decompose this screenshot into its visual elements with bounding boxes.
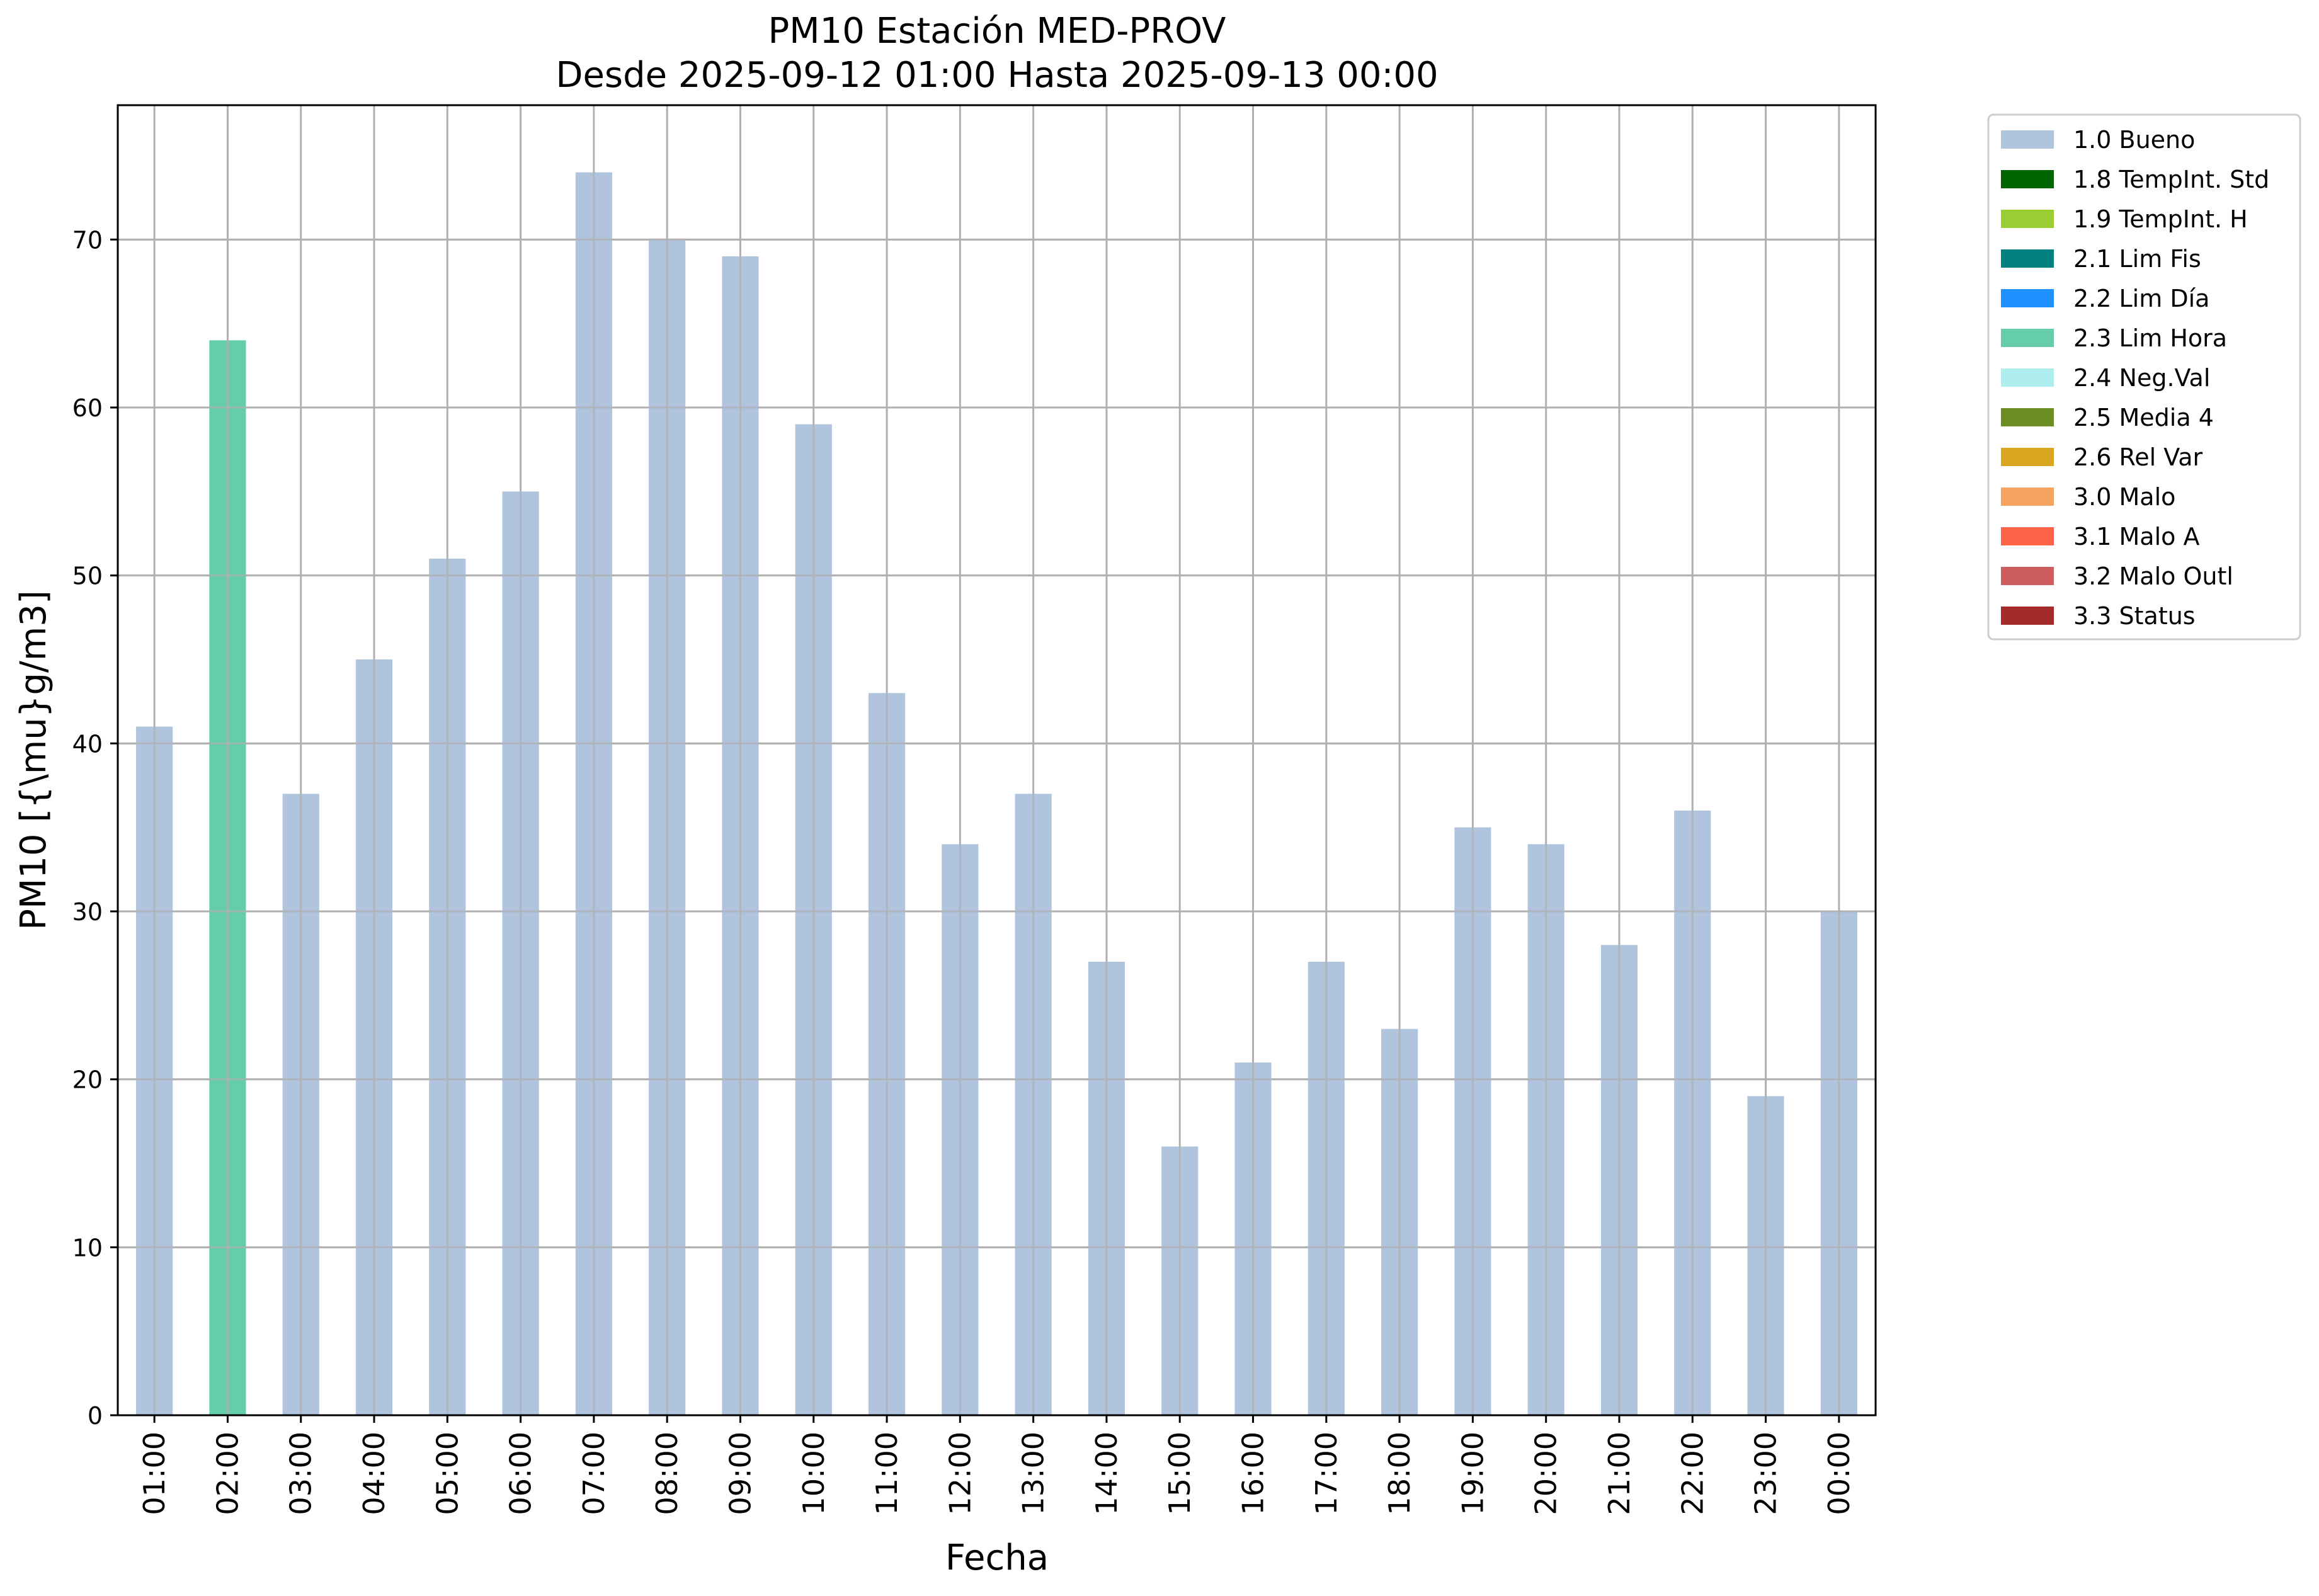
legend-swatch — [2001, 289, 2054, 307]
legend-label: 2.6 Rel Var — [2073, 443, 2203, 471]
legend-label: 1.8 TempInt. Std — [2073, 166, 2269, 193]
y-tick-label: 20 — [72, 1066, 103, 1094]
legend-swatch — [2001, 329, 2054, 347]
legend-swatch — [2001, 448, 2054, 466]
x-tick-label: 13:00 — [1017, 1432, 1051, 1515]
legend-label: 1.9 TempInt. H — [2073, 205, 2248, 233]
x-tick-label: 00:00 — [1822, 1432, 1856, 1515]
y-tick-label: 50 — [72, 562, 103, 590]
legend-label: 2.5 Media 4 — [2073, 404, 2214, 431]
x-tick-label: 20:00 — [1529, 1432, 1563, 1515]
y-tick-label: 30 — [72, 898, 103, 926]
x-tick-label: 16:00 — [1236, 1432, 1270, 1515]
x-tick-label: 03:00 — [284, 1432, 318, 1515]
legend-swatch — [2001, 487, 2054, 506]
bars-group — [118, 172, 1876, 1416]
x-tick-label: 22:00 — [1675, 1432, 1709, 1515]
x-tick-label: 18:00 — [1382, 1432, 1416, 1515]
plot-frame — [117, 104, 1877, 1416]
legend-label: 3.0 Malo — [2073, 483, 2175, 511]
x-tick-label: 04:00 — [357, 1432, 391, 1515]
legend-label: 3.2 Malo Outl — [2073, 562, 2233, 590]
legend-frame — [1987, 113, 2301, 641]
x-tick-label: 12:00 — [943, 1432, 977, 1515]
legend-swatch — [2001, 607, 2054, 625]
legend: 1.0 Bueno 1.8 TempInt. Std 1.9 TempInt. H 2… — [1987, 113, 2301, 641]
legend-label: 2.4 Neg.Val — [2073, 364, 2210, 392]
y-tick-label: 70 — [72, 226, 103, 254]
legend-swatch — [2001, 527, 2054, 545]
legend-label: 2.3 Lim Hora — [2073, 324, 2227, 352]
y-tick-label: 40 — [72, 730, 103, 758]
x-tick-label: 11:00 — [870, 1432, 904, 1515]
x-tick-label: 14:00 — [1090, 1432, 1124, 1515]
x-tick-label: 19:00 — [1456, 1432, 1490, 1515]
legend-swatch — [2001, 368, 2054, 387]
x-axis-label: Fecha — [945, 1537, 1049, 1578]
legend-label: 1.0 Bueno — [2073, 126, 2195, 154]
x-tick-label: 09:00 — [723, 1432, 757, 1515]
y-axis-ticks: 0 10 20 30 40 50 60 70 — [72, 226, 118, 1430]
legend-label: 2.1 Lim Fis — [2073, 245, 2201, 273]
y-tick-label: 10 — [72, 1234, 103, 1262]
x-tick-label: 21:00 — [1602, 1432, 1636, 1515]
x-tick-label: 08:00 — [650, 1432, 684, 1515]
chart-subtitle: Desde 2025-09-12 01:00 Hasta 2025-09-13 … — [556, 55, 1438, 96]
legend-swatch — [2001, 130, 2054, 149]
legend-label: 2.2 Lim Día — [2073, 285, 2209, 312]
y-axis-label: PM10 [{\mu}g/m3] — [13, 590, 54, 930]
legend-swatch — [2001, 249, 2054, 268]
x-tick-label: 02:00 — [210, 1432, 244, 1515]
y-tick-label: 60 — [72, 394, 103, 422]
legend-label: 3.3 Status — [2073, 602, 2196, 630]
legend-swatch — [2001, 210, 2054, 228]
legend-swatch — [2001, 170, 2054, 188]
x-tick-label: 01:00 — [137, 1432, 171, 1515]
x-tick-label: 05:00 — [430, 1432, 464, 1515]
x-tick-label: 07:00 — [577, 1432, 611, 1515]
x-tick-label: 17:00 — [1309, 1432, 1343, 1515]
x-tick-label: 23:00 — [1749, 1432, 1783, 1515]
x-tick-label: 15:00 — [1163, 1432, 1197, 1515]
chart-title: PM10 Estación MED-PROV — [768, 11, 1226, 52]
legend-swatch — [2001, 567, 2054, 585]
x-tick-label: 10:00 — [797, 1432, 831, 1515]
legend-label: 3.1 Malo A — [2073, 523, 2199, 550]
x-axis-ticks: 01:00 02:00 03:00 04:00 05:00 06:00 07:00 08:00… — [137, 1415, 1856, 1515]
x-tick-label: 06:00 — [504, 1432, 538, 1515]
legend-swatch — [2001, 408, 2054, 426]
y-tick-label: 0 — [88, 1402, 103, 1430]
